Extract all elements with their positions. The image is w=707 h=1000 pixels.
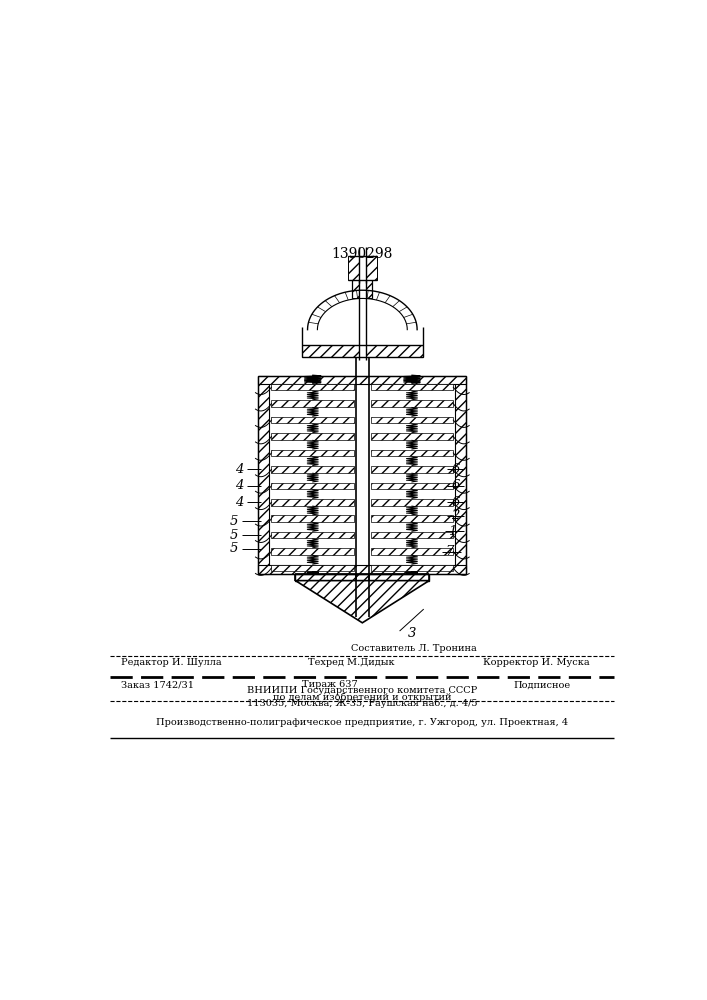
Polygon shape bbox=[271, 565, 354, 571]
Polygon shape bbox=[370, 417, 453, 423]
Text: 4: 4 bbox=[235, 463, 243, 476]
Polygon shape bbox=[271, 548, 354, 555]
Text: 1390298: 1390298 bbox=[332, 247, 393, 261]
Polygon shape bbox=[271, 400, 354, 407]
Polygon shape bbox=[370, 565, 453, 571]
Polygon shape bbox=[271, 499, 354, 506]
Text: 3: 3 bbox=[407, 627, 416, 640]
Text: Производственно-полиграфическое предприятие, г. Ужгород, ул. Проектная, 4: Производственно-полиграфическое предприя… bbox=[156, 718, 568, 727]
Text: ВНИИПИ Государственного комитета СССР: ВНИИПИ Государственного комитета СССР bbox=[247, 686, 477, 695]
Text: Техред М.Дидык: Техред М.Дидык bbox=[308, 658, 395, 667]
Text: 5: 5 bbox=[229, 529, 238, 542]
Polygon shape bbox=[296, 574, 429, 581]
Polygon shape bbox=[271, 450, 354, 456]
Polygon shape bbox=[302, 345, 359, 357]
Text: 6: 6 bbox=[451, 479, 460, 492]
Polygon shape bbox=[296, 581, 429, 623]
Polygon shape bbox=[271, 483, 354, 489]
Polygon shape bbox=[258, 376, 467, 384]
Polygon shape bbox=[258, 565, 467, 574]
Polygon shape bbox=[366, 256, 377, 280]
Text: 5: 5 bbox=[229, 542, 238, 555]
Text: 4: 4 bbox=[235, 479, 243, 492]
Polygon shape bbox=[366, 345, 423, 357]
Polygon shape bbox=[370, 515, 453, 522]
Polygon shape bbox=[348, 256, 359, 280]
Polygon shape bbox=[370, 433, 453, 440]
Polygon shape bbox=[271, 417, 354, 423]
Text: Корректор И. Муска: Корректор И. Муска bbox=[483, 658, 590, 667]
Text: 2: 2 bbox=[451, 509, 460, 522]
Text: Заказ 1742/31: Заказ 1742/31 bbox=[122, 680, 194, 689]
Polygon shape bbox=[370, 483, 453, 489]
Polygon shape bbox=[370, 532, 453, 538]
Polygon shape bbox=[353, 280, 359, 298]
Polygon shape bbox=[271, 515, 354, 522]
Text: Подписное: Подписное bbox=[513, 680, 571, 689]
Text: 6: 6 bbox=[451, 496, 460, 509]
Text: 5: 5 bbox=[229, 515, 238, 528]
Polygon shape bbox=[271, 433, 354, 440]
Text: 6: 6 bbox=[451, 463, 460, 476]
Polygon shape bbox=[370, 499, 453, 506]
Text: 7: 7 bbox=[446, 545, 454, 558]
Polygon shape bbox=[271, 532, 354, 538]
Polygon shape bbox=[366, 280, 372, 298]
Text: Редактор И. Шулла: Редактор И. Шулла bbox=[122, 658, 222, 667]
Polygon shape bbox=[370, 384, 453, 390]
Polygon shape bbox=[258, 376, 269, 574]
Polygon shape bbox=[455, 376, 467, 574]
Text: 113035, Москва, Ж-35, Раушская наб., д. 4/5: 113035, Москва, Ж-35, Раушская наб., д. … bbox=[247, 699, 478, 708]
Text: 1: 1 bbox=[448, 525, 457, 538]
Polygon shape bbox=[271, 466, 354, 473]
Polygon shape bbox=[370, 548, 453, 555]
Text: по делам изобретений и открытий: по делам изобретений и открытий bbox=[273, 692, 452, 702]
Polygon shape bbox=[370, 450, 453, 456]
Text: Тираж 637: Тираж 637 bbox=[302, 680, 357, 689]
Polygon shape bbox=[370, 400, 453, 407]
Polygon shape bbox=[370, 466, 453, 473]
Text: 4: 4 bbox=[235, 496, 243, 509]
Polygon shape bbox=[271, 384, 354, 390]
Text: Составитель Л. Тронина: Составитель Л. Тронина bbox=[351, 644, 477, 653]
